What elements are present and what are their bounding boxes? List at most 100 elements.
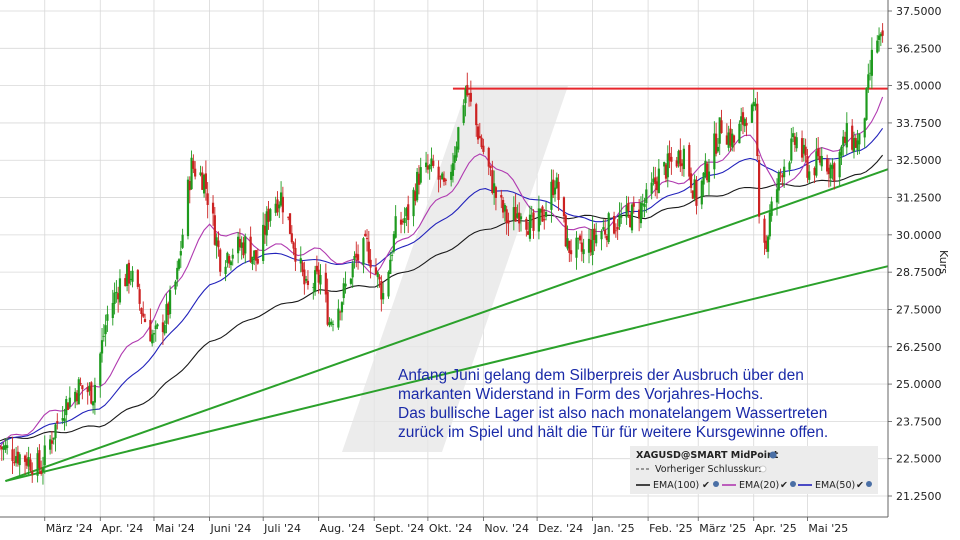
- candle-body: [639, 202, 643, 224]
- candle-body: [376, 272, 379, 278]
- candle-body: [493, 183, 496, 194]
- legend-ema50-settings-icon[interactable]: [866, 481, 872, 487]
- legend-ema20-settings-icon[interactable]: [790, 481, 796, 487]
- candle-body: [374, 267, 378, 275]
- legend-prev-close: Vorheriger Schlusskurs: [655, 464, 763, 475]
- candle-body: [478, 135, 481, 139]
- candle-body: [550, 181, 553, 210]
- candle-body: [641, 203, 644, 206]
- candle-body: [582, 249, 585, 255]
- candle-body: [820, 155, 823, 167]
- candle-body: [61, 418, 64, 421]
- x-axis-ticks: März '24 Apr. '24 Mai '24 Juni '24 Juli '24 A…: [44, 517, 848, 535]
- candle-body: [244, 236, 247, 254]
- candle-body: [818, 155, 822, 163]
- candle-body: [562, 197, 566, 217]
- x-tick-label: Feb. '25: [649, 522, 693, 535]
- candle-body: [817, 148, 820, 157]
- candle-body: [292, 242, 295, 249]
- candle-body: [328, 322, 331, 326]
- candle-body: [732, 135, 736, 143]
- candle-body: [657, 168, 660, 194]
- candle-body: [319, 274, 322, 285]
- candle-body: [750, 104, 754, 123]
- x-tick-label: Apr. '24: [101, 522, 143, 535]
- candle-body: [68, 397, 71, 407]
- candle-body: [131, 270, 134, 282]
- candle-body: [430, 158, 433, 167]
- candle-body: [670, 156, 673, 162]
- candle-body: [353, 255, 356, 260]
- candle-body: [544, 212, 548, 217]
- candle-body: [838, 152, 841, 178]
- candle-body: [265, 211, 268, 236]
- candle-body: [369, 259, 372, 268]
- candle-body: [706, 163, 709, 181]
- candle-body: [288, 213, 292, 234]
- candle-body: [344, 283, 347, 287]
- candle-body: [715, 133, 718, 154]
- candle-body: [543, 219, 546, 221]
- candle-body: [367, 241, 370, 263]
- candle-body: [351, 263, 354, 278]
- candlesticks: [0, 23, 884, 485]
- candle-body: [752, 101, 755, 107]
- candle-body: [727, 132, 730, 148]
- candle-body: [845, 123, 848, 148]
- legend: XAGUSD@SMART MidPoint Vorheriger Schluss…: [630, 446, 878, 494]
- candle-body: [779, 173, 782, 175]
- candle-body: [806, 156, 809, 178]
- candle-body: [163, 324, 166, 334]
- annotation-line-1: Anfang Juni gelang dem Silberpreis der A…: [398, 367, 804, 384]
- candle-body: [476, 126, 480, 140]
- candle-body: [843, 136, 847, 144]
- candle-body: [804, 146, 807, 156]
- x-tick-label: März '24: [46, 522, 93, 535]
- candle-body: [514, 207, 517, 222]
- candle-body: [795, 137, 798, 149]
- legend-ema20-check-icon[interactable]: ✔: [780, 480, 788, 491]
- candle-body: [557, 181, 560, 200]
- legend-prev-close-toggle-icon[interactable]: [759, 465, 767, 473]
- legend-ema50-check-icon[interactable]: ✔: [856, 480, 864, 491]
- candle-body: [330, 321, 333, 325]
- candle-body: [339, 311, 342, 313]
- candle-body: [154, 325, 157, 330]
- candle-body: [231, 254, 234, 259]
- candle-body: [168, 290, 172, 314]
- candle-body: [313, 270, 317, 292]
- candle-body: [27, 457, 30, 467]
- legend-ema100-settings-icon[interactable]: [713, 481, 719, 487]
- candle-body: [118, 278, 122, 303]
- candle-body: [528, 214, 532, 239]
- candle-body: [355, 253, 358, 258]
- candle-body: [18, 454, 21, 466]
- candle-body: [249, 236, 252, 263]
- candle-body: [505, 209, 508, 224]
- ema20-line: [0, 96, 884, 448]
- candle-body: [362, 238, 365, 265]
- legend-settings-icon[interactable]: [769, 451, 777, 459]
- candle-body: [457, 127, 460, 150]
- legend-ema50: EMA(50): [815, 480, 855, 491]
- legend-ema100-check-icon[interactable]: ✔: [702, 480, 710, 491]
- candle-body: [539, 208, 542, 213]
- candle-body: [149, 319, 152, 342]
- candle-body: [530, 215, 533, 217]
- candle-body: [127, 262, 131, 284]
- candle-body: [731, 133, 734, 148]
- candle-body: [525, 218, 528, 230]
- candle-body: [176, 267, 179, 280]
- candle-body: [867, 74, 870, 89]
- candle-body: [152, 333, 156, 335]
- candle-body: [6, 445, 9, 448]
- candle-body: [126, 264, 129, 287]
- candle-body: [315, 265, 318, 272]
- candle-body: [593, 228, 596, 240]
- candle-body: [494, 187, 498, 198]
- x-tick-label: Jan. '25: [593, 522, 635, 535]
- candle-body: [793, 136, 797, 145]
- candle-body: [487, 147, 490, 167]
- candle-body: [741, 112, 745, 125]
- y-tick-label: 32.5000: [896, 154, 942, 167]
